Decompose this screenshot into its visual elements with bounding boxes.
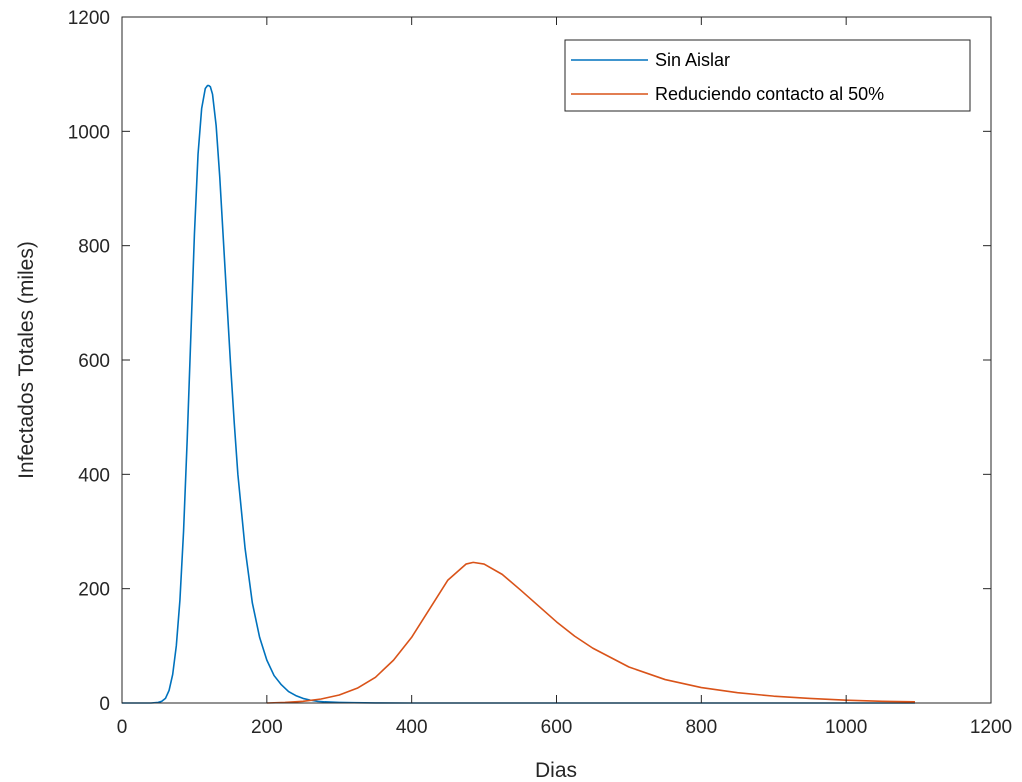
y-tick-label: 0 (99, 694, 110, 715)
x-tick-label: 200 (251, 717, 283, 738)
y-tick-label: 600 (78, 351, 110, 372)
ticks-layer: 0 200 400 600 800 1000 1200 0 200 400 600 800 1000 12… (68, 8, 1012, 738)
x-tick-label: 0 (117, 717, 128, 738)
y-tick-label: 800 (78, 237, 110, 258)
y-tick-label: 400 (78, 465, 110, 486)
x-tick-label: 1000 (825, 717, 867, 738)
legend-label-reduciendo: Reduciendo contacto al 50% (655, 84, 884, 104)
legend: Sin Aislar Reduciendo contacto al 50% (564, 39, 971, 112)
y-tick-label: 200 (78, 580, 110, 601)
x-tick-label: 400 (396, 717, 428, 738)
series-line-1 (266, 561, 915, 704)
x-tick-label: 800 (685, 717, 717, 738)
x-tick-label: 1200 (970, 717, 1012, 738)
x-tick-label: 600 (541, 717, 573, 738)
y-tick-label: 1200 (68, 8, 110, 29)
plot-area (122, 17, 991, 703)
y-tick-label: 1000 (68, 122, 110, 143)
y-axis-title: Infectados Totales (miles) (15, 241, 38, 479)
legend-box (564, 39, 971, 112)
legend-label-sin-aislar: Sin Aislar (655, 50, 730, 70)
x-axis-title: Dias (535, 759, 577, 782)
